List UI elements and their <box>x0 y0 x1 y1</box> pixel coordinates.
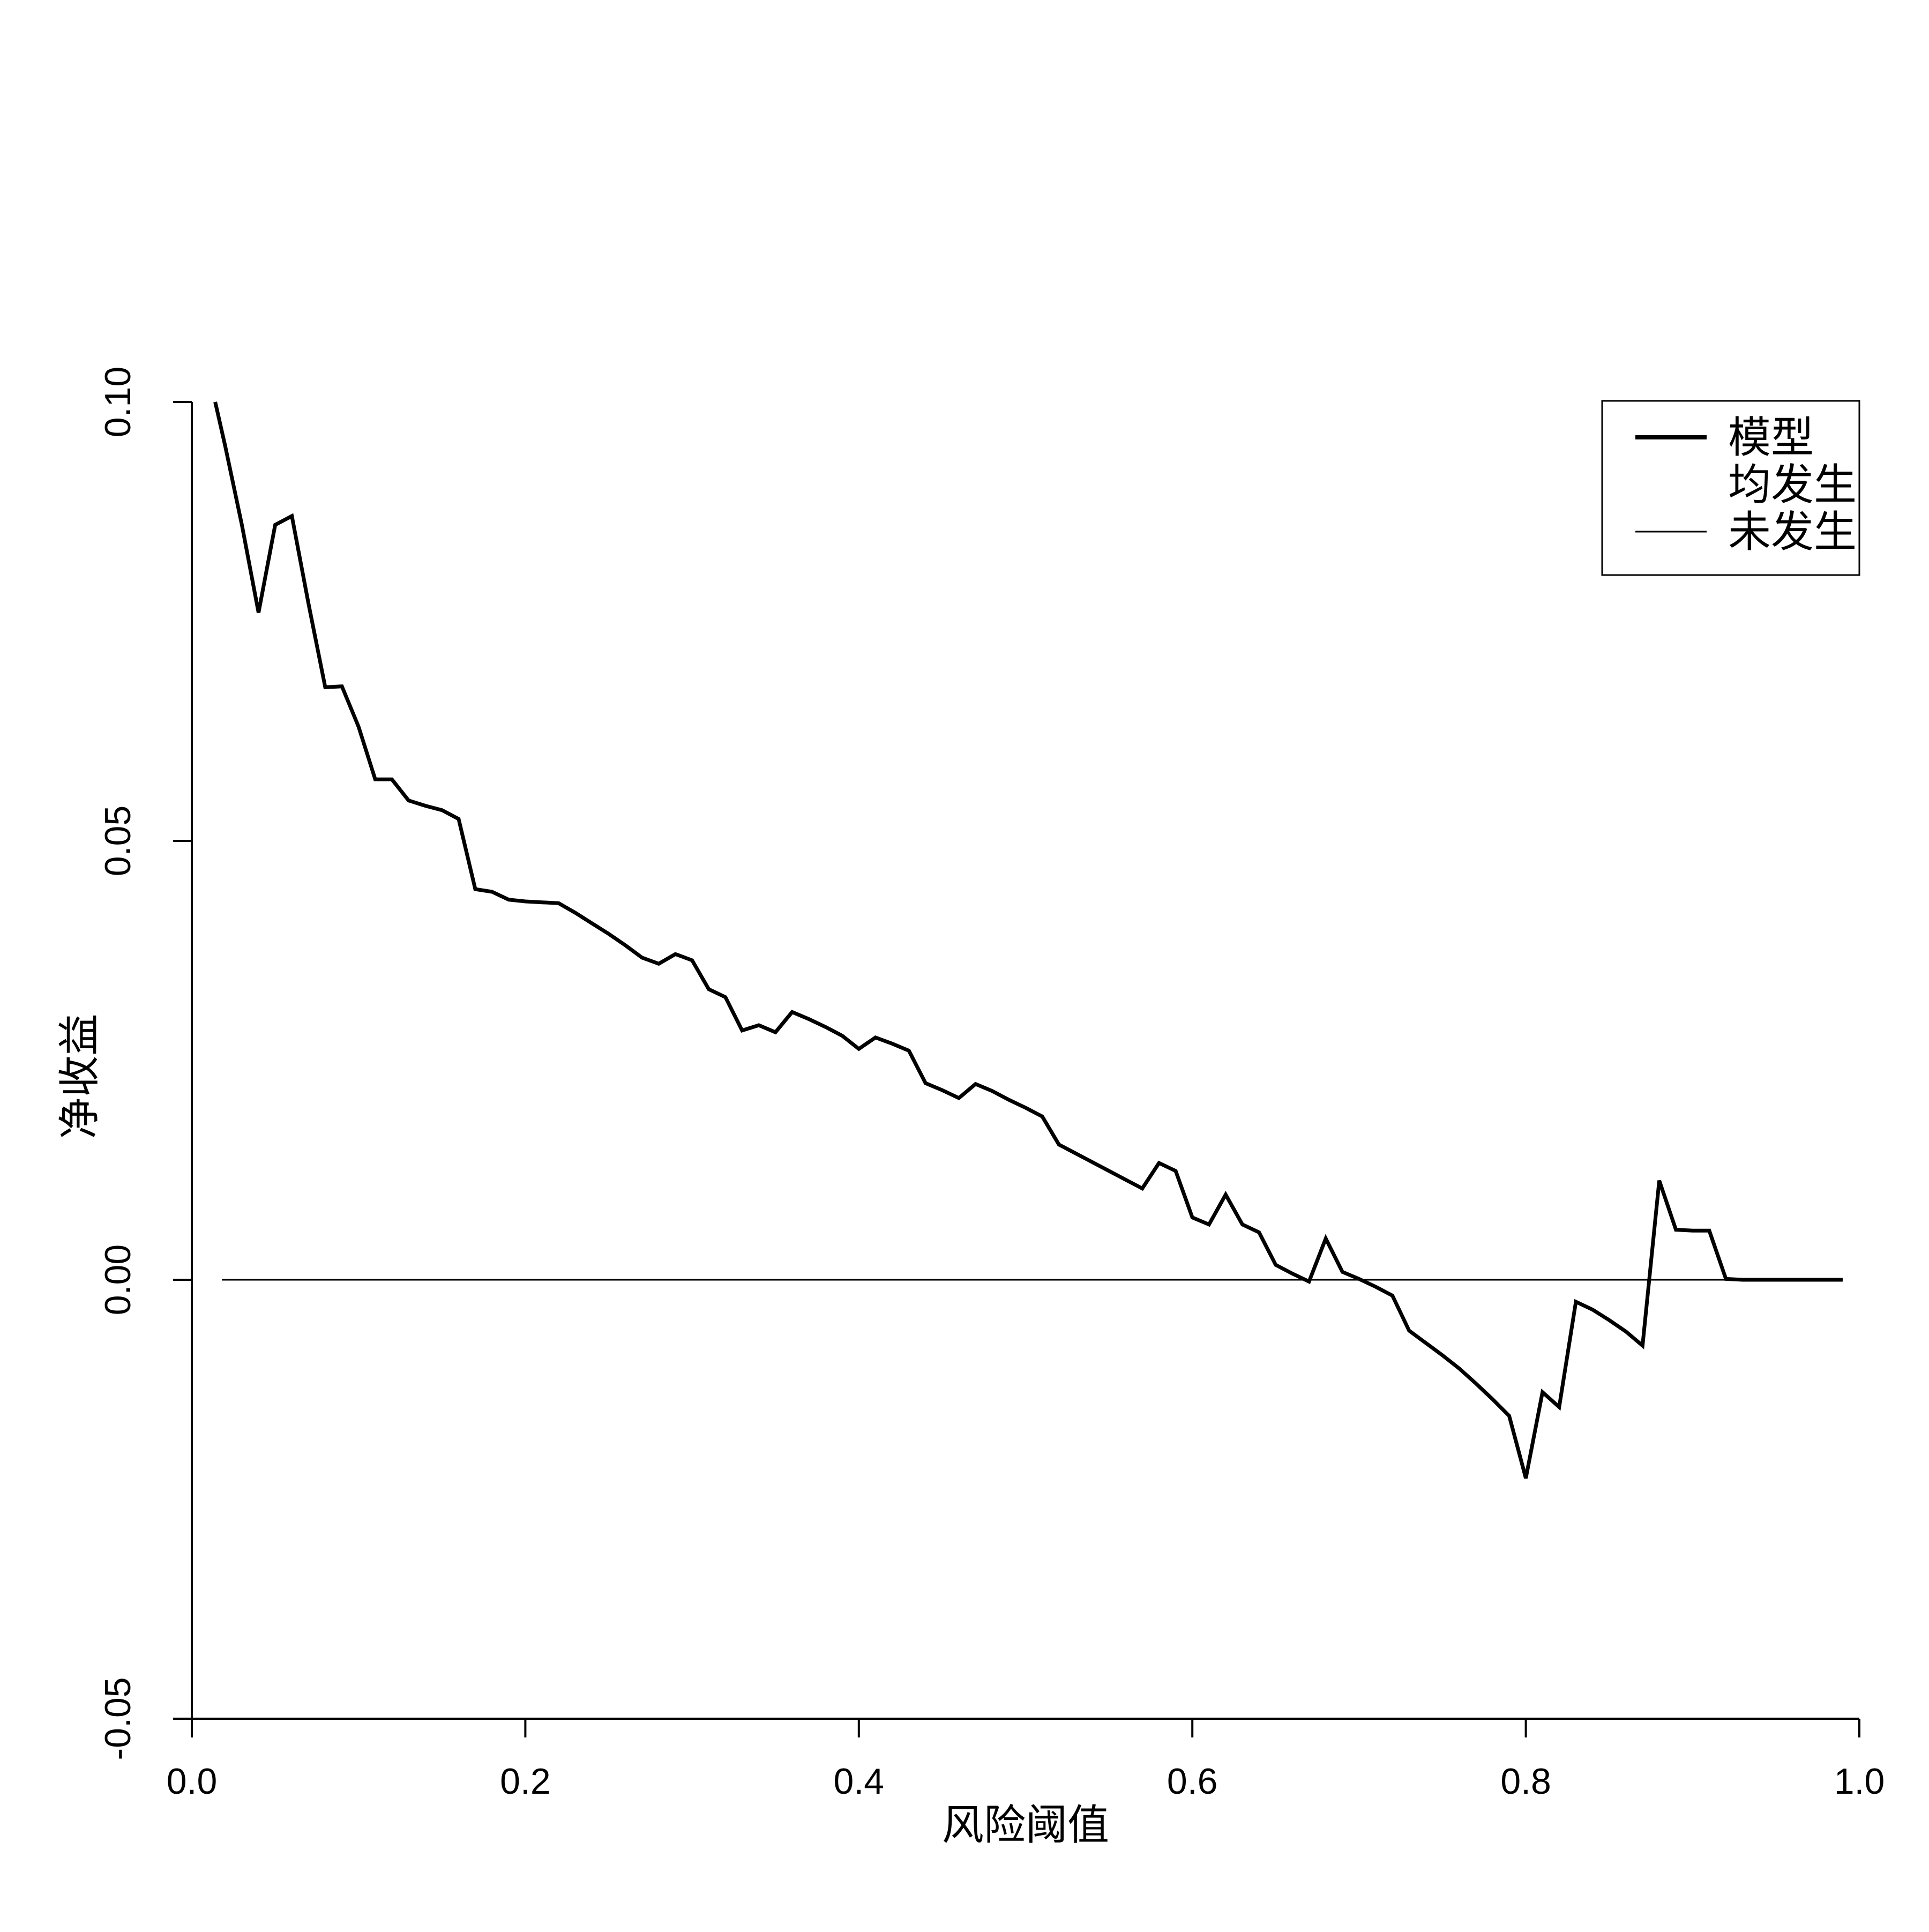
y-tick-label: 0.00 <box>98 1244 138 1315</box>
x-tick-label: 1.0 <box>1834 1761 1885 1802</box>
x-tick-label: 0.6 <box>1167 1761 1218 1802</box>
y-tick-label: -0.05 <box>98 1677 138 1761</box>
legend-box <box>1601 400 1860 576</box>
x-axis-title: 风险阈值 <box>942 1801 1109 1848</box>
x-tick-label: 0.8 <box>1500 1761 1551 1802</box>
y-axis-title: 净收益 <box>56 1013 103 1139</box>
series-line-0 <box>213 401 1843 1479</box>
legend: 模型 均发生 未发生 <box>1601 400 1860 576</box>
y-tick-label: 0.05 <box>98 805 138 876</box>
x-tick-label: 0.0 <box>167 1761 218 1802</box>
legend-label-model: 模型 <box>1728 414 1814 461</box>
x-tick-label: 0.4 <box>834 1761 885 1802</box>
x-axis-ticks: 0.0 0.2 0.4 0.6 0.8 1.0 <box>167 1719 1885 1802</box>
x-tick-label: 0.2 <box>500 1761 551 1802</box>
y-tick-label: 0.10 <box>98 367 138 437</box>
legend-label-all: 均发生 <box>1728 461 1857 509</box>
series-layer <box>213 401 1843 1479</box>
legend-label-none: 未发生 <box>1728 508 1857 556</box>
y-axis-ticks: -0.05 0.00 0.05 0.10 <box>98 367 192 1761</box>
